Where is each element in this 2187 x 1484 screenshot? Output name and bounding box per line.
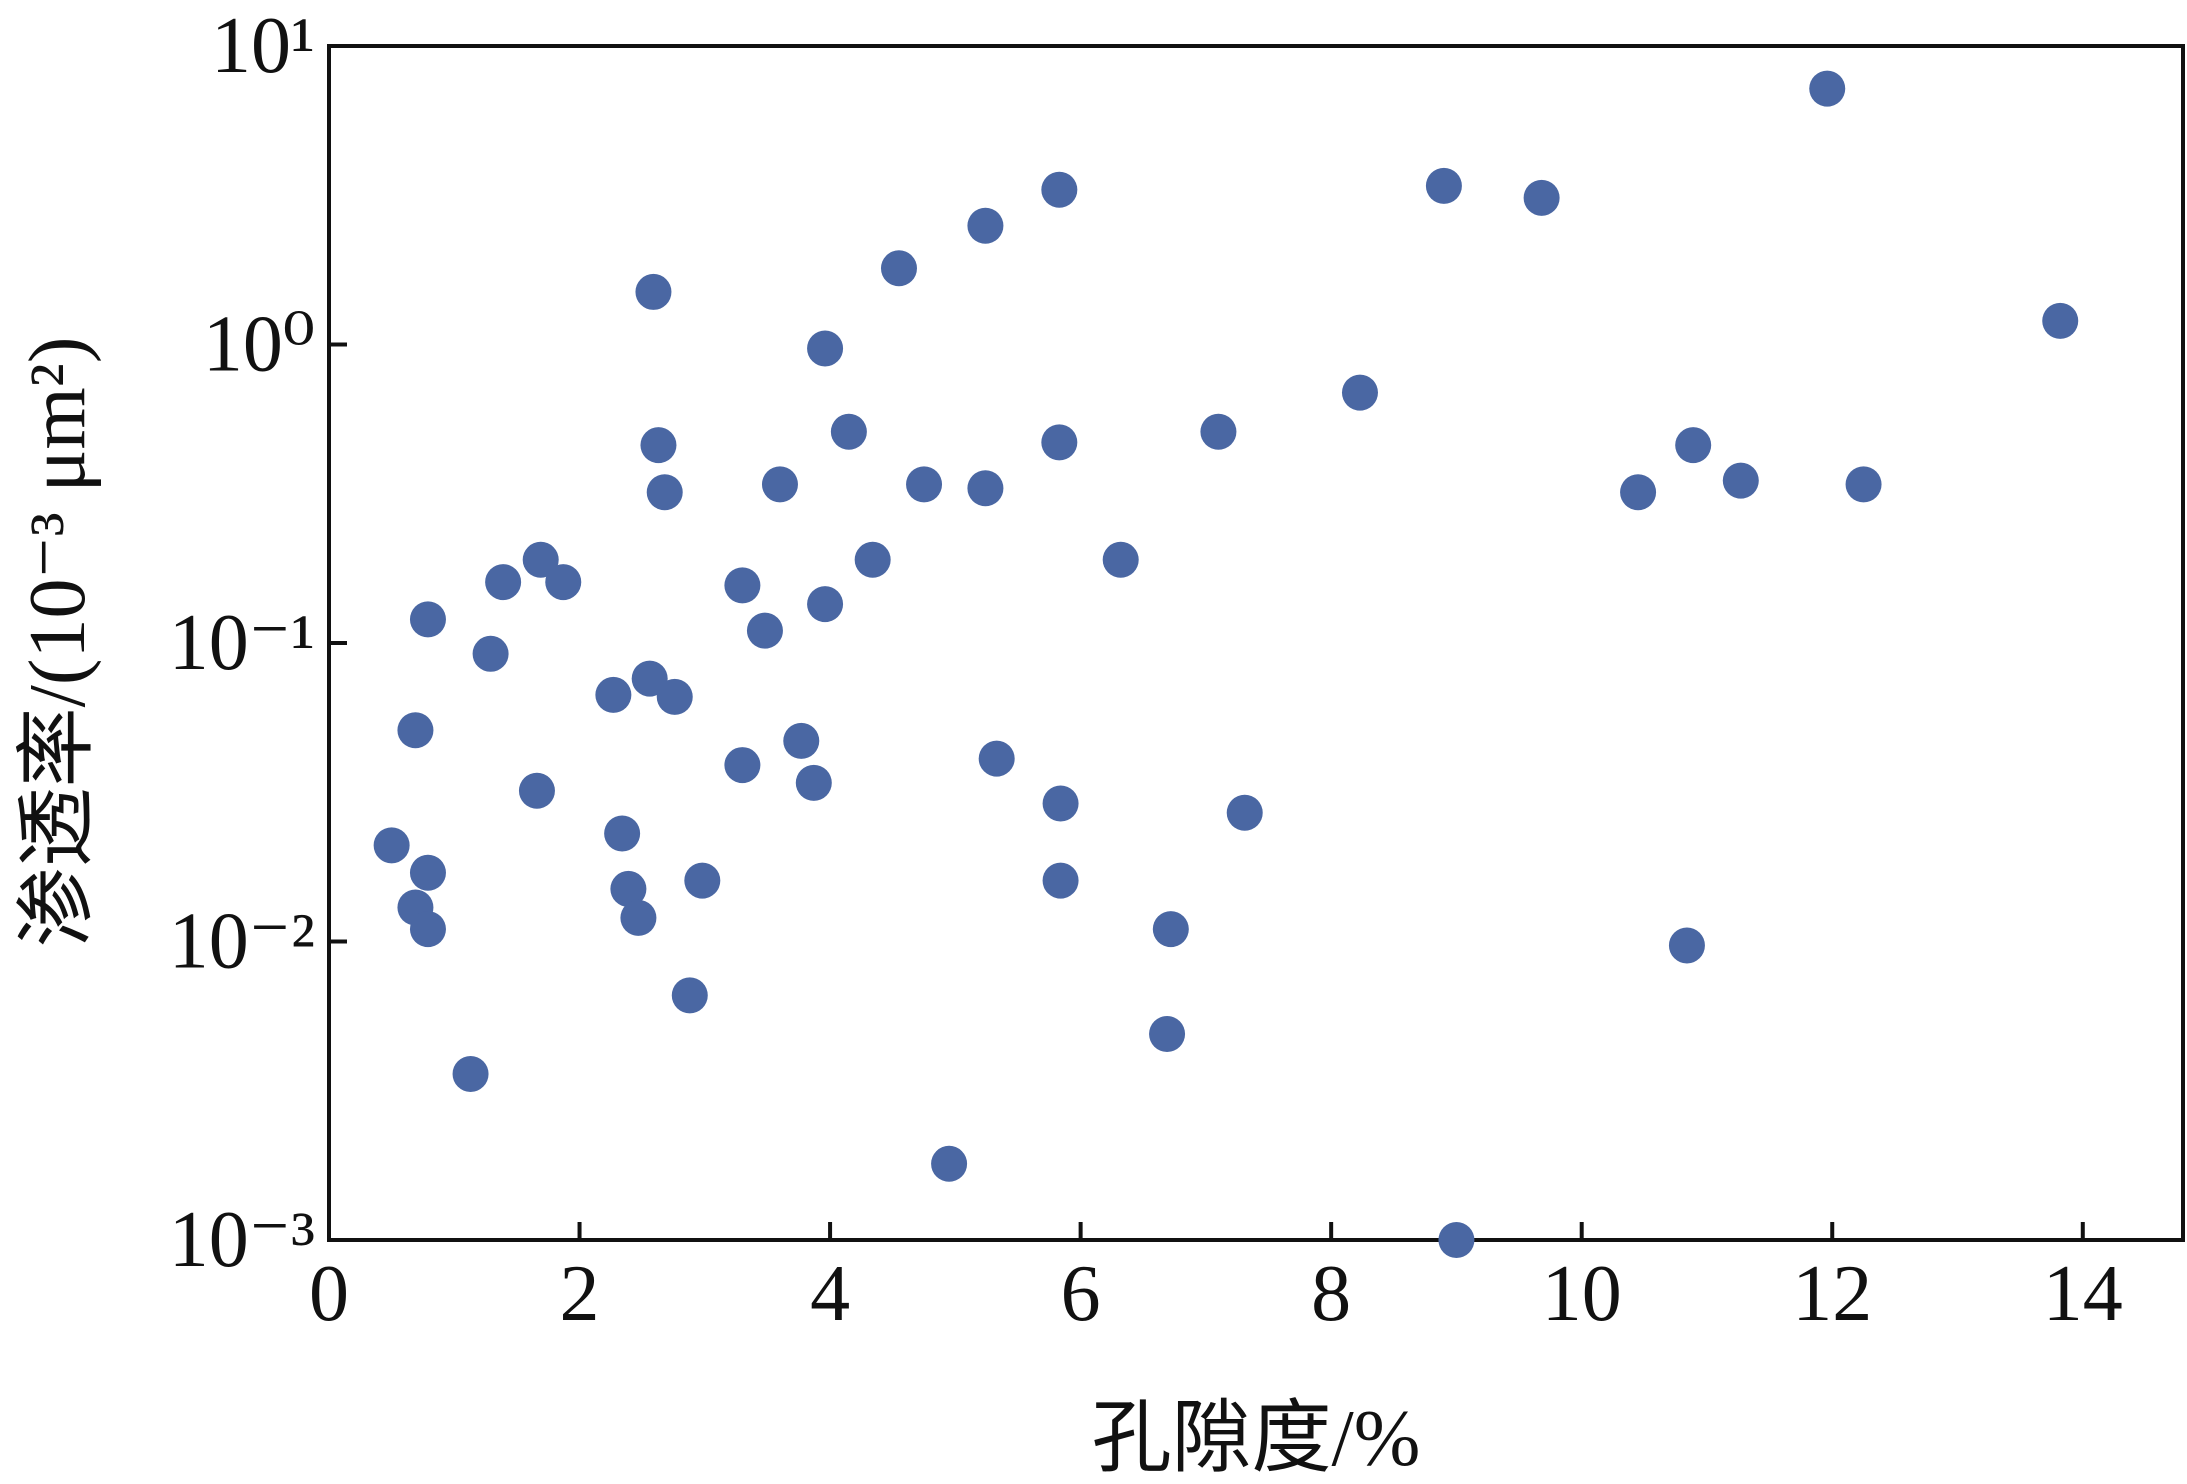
data-point xyxy=(880,250,917,287)
data-point xyxy=(807,586,844,623)
data-point xyxy=(646,474,683,511)
y-tick-label: 10⁰ xyxy=(203,301,315,389)
data-point xyxy=(1523,179,1560,216)
x-tick-label: 12 xyxy=(1792,1250,1872,1338)
data-point xyxy=(807,330,844,367)
y-tick-label: 10¹ xyxy=(211,2,315,90)
data-point xyxy=(522,541,559,578)
data-point xyxy=(409,854,446,891)
y-tick-label: 10⁻¹ xyxy=(169,599,315,687)
data-point xyxy=(2042,302,2079,339)
data-point xyxy=(724,567,761,604)
data-point xyxy=(967,207,1004,244)
data-point xyxy=(595,676,632,713)
x-tick-label: 14 xyxy=(2043,1250,2123,1338)
data-point xyxy=(1042,785,1079,822)
data-point xyxy=(1341,374,1378,411)
data-point xyxy=(906,466,943,503)
data-point xyxy=(761,466,798,503)
x-tick-label: 2 xyxy=(560,1250,600,1338)
plot-frame xyxy=(327,44,2185,1242)
data-point xyxy=(783,722,820,759)
data-point xyxy=(1425,167,1462,204)
data-point xyxy=(931,1145,968,1182)
data-point xyxy=(746,612,783,649)
data-point xyxy=(409,911,446,948)
data-point xyxy=(795,764,832,801)
data-point xyxy=(1102,541,1139,578)
data-point xyxy=(397,712,434,749)
data-point xyxy=(472,635,509,672)
data-point xyxy=(604,815,641,852)
data-point xyxy=(631,660,668,697)
data-point xyxy=(1845,466,1882,503)
data-point xyxy=(485,564,522,601)
data-point xyxy=(1809,70,1846,107)
data-point xyxy=(1668,927,1705,964)
x-tick-label: 8 xyxy=(1311,1250,1351,1338)
data-point xyxy=(620,899,657,936)
data-point xyxy=(1152,911,1189,948)
x-axis-label: 孔隙度/% xyxy=(1092,1395,1421,1483)
x-tick-label: 10 xyxy=(1542,1250,1622,1338)
data-point xyxy=(373,827,410,864)
data-point xyxy=(724,747,761,784)
data-point xyxy=(830,413,867,450)
data-point xyxy=(1041,171,1078,208)
y-axis-label: 渗透率/(10⁻³ μm²) xyxy=(14,337,102,948)
data-point xyxy=(1722,462,1759,499)
x-tick-label: 4 xyxy=(810,1250,850,1338)
data-point xyxy=(635,273,672,310)
data-point xyxy=(967,470,1004,507)
data-point xyxy=(545,564,582,601)
data-point xyxy=(1200,413,1237,450)
data-point xyxy=(656,678,693,715)
data-point xyxy=(1041,424,1078,461)
data-point xyxy=(1226,794,1263,831)
data-point xyxy=(610,870,647,907)
y-tick-label: 10⁻² xyxy=(169,898,315,986)
data-point xyxy=(640,427,677,464)
data-point xyxy=(1438,1222,1475,1258)
data-point xyxy=(1675,427,1712,464)
data-point xyxy=(1620,474,1657,511)
data-point xyxy=(854,541,891,578)
x-tick-label: 6 xyxy=(1061,1250,1101,1338)
data-point xyxy=(409,601,446,638)
x-tick-label: 0 xyxy=(309,1250,349,1338)
data-point xyxy=(1149,1015,1186,1052)
y-tick-label: 10⁻³ xyxy=(169,1196,315,1284)
data-point xyxy=(671,977,708,1014)
data-point xyxy=(518,772,555,809)
data-point xyxy=(684,862,721,899)
data-point xyxy=(1042,862,1079,899)
data-point xyxy=(452,1055,489,1092)
data-point xyxy=(978,740,1015,777)
